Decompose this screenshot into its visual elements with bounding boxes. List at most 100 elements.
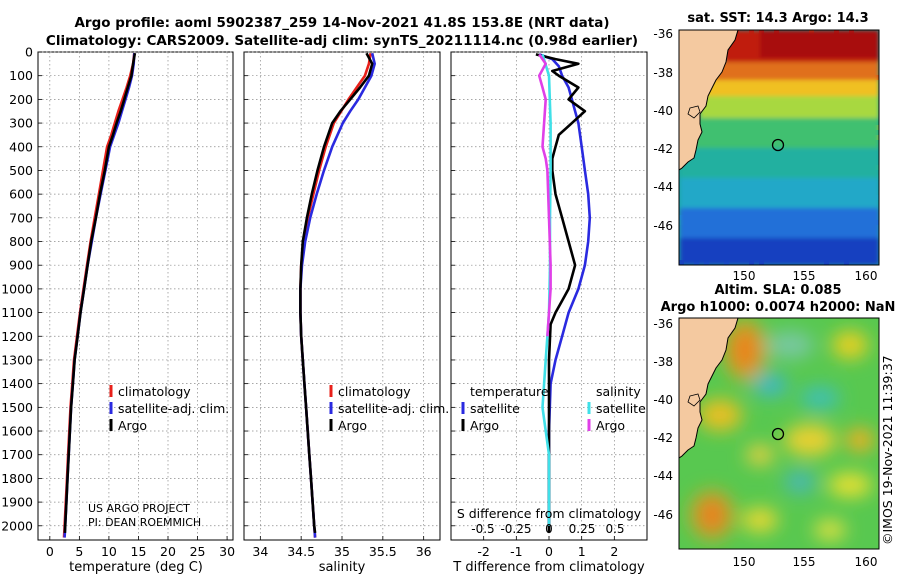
series-line-argo (63, 52, 137, 533)
depth-tick-label: 1200 (1, 329, 33, 344)
x-tick-label: 34 (252, 544, 268, 559)
temperature-legend: climatology satellite-adj. clim. Argo (109, 384, 229, 433)
sst-land-island (687, 105, 701, 119)
x-tick-label: 10 (101, 544, 117, 559)
x-tick-label: 2 (610, 544, 618, 559)
x-tick-label: 30 (219, 544, 235, 559)
legend-label-sat-temp: satellite (470, 401, 520, 416)
depth-tick-label: 200 (9, 92, 33, 107)
lat-tick: -38 (653, 355, 673, 369)
difference-series (535, 53, 592, 533)
depth-tick-label: 500 (9, 163, 33, 178)
temperature-panel (37, 51, 234, 541)
legend-label-sat-sal: satellite (596, 401, 646, 416)
pi-credit: PI: DEAN ROEMMICH (88, 516, 201, 529)
x-tick-label: 15 (131, 544, 147, 559)
sla-color-field (688, 318, 874, 541)
legend-label-argo-temp: Argo (470, 418, 499, 433)
depth-tick-label: 0 (25, 45, 33, 60)
lat-tick: -40 (653, 393, 673, 407)
x-tick-label: 20 (160, 544, 176, 559)
lat-tick: -44 (653, 469, 673, 483)
legend-label-climatology: climatology (118, 384, 191, 399)
depth-tick-label: 900 (9, 258, 33, 273)
x-tick-label: 5 (75, 544, 83, 559)
sst-map-title: sat. SST: 14.3 Argo: 14.3 (687, 11, 868, 26)
s-difference-ticks: -0.5 -0.25 0 0.25 0.5 (471, 522, 624, 536)
s-tick-label: 0.5 (605, 522, 624, 536)
depth-tick-label: 1300 (1, 352, 33, 367)
depth-tick-label: 1600 (1, 424, 33, 439)
sst-lon-ticks: 150 155 160 (733, 269, 878, 283)
difference-legend: temperature salinity satellite Argo sate… (461, 384, 646, 433)
salinity-legend: climatology satellite-adj. clim. Argo (329, 384, 449, 433)
temperature-grid (38, 51, 233, 540)
lat-tick: -36 (653, 27, 673, 41)
figure-title-line1: Argo profile: aoml 5902387_259 14-Nov-20… (74, 15, 609, 31)
legend-label-climatology: climatology (338, 384, 411, 399)
sst-map: -36 -38 -40 -42 -44 -46 150 155 160 (653, 27, 880, 283)
temperature-axis-label: temperature (deg C) (69, 560, 203, 575)
lat-tick: -46 (653, 219, 673, 233)
sla-argo-location (771, 427, 785, 441)
depth-tick-label: 1400 (1, 376, 33, 391)
salinity-axis-label: salinity (319, 560, 366, 575)
sla-map: -36 -38 -40 -42 -44 -46 150 155 160 (653, 317, 880, 569)
sla-map-title-line1: Altim. SLA: 0.085 (715, 283, 842, 298)
depth-tick-label: 300 (9, 116, 33, 131)
x-tick-label: 34.5 (287, 544, 315, 559)
legend-title-temperature: temperature (470, 384, 549, 399)
lat-tick: -40 (653, 104, 673, 118)
depth-tick-label: 1500 (1, 400, 33, 415)
depth-tick-label: 700 (9, 210, 33, 225)
salinity-series (299, 52, 377, 538)
series-line-argo (299, 52, 374, 534)
s-tick-label: -0.5 (471, 522, 494, 536)
legend-title-salinity: salinity (596, 384, 641, 399)
x-tick-labels: 0 5 10 15 20 25 30 34 34.5 35 35.5 36 -2 -1 0 1 2 (46, 544, 618, 559)
sla-land-island (687, 393, 701, 407)
depth-tick-label: 1700 (1, 447, 33, 462)
lon-tick: 150 (733, 555, 756, 569)
s-tick-label: 0 (545, 522, 553, 536)
sst-smoothing-layer (680, 30, 879, 265)
depth-tick-label: 2000 (1, 518, 33, 533)
depth-tick-label: 800 (9, 234, 33, 249)
lon-tick: 150 (733, 269, 756, 283)
x-tick-label: 0 (545, 544, 553, 559)
lon-tick: 155 (793, 269, 816, 283)
depth-tick-labels: 0 100 200 300 400 500 600 700 800 900 1000 1100 1200… (1, 45, 33, 534)
lon-tick: 160 (855, 555, 878, 569)
x-tick-label: 0 (46, 544, 54, 559)
figure-title-line2: Climatology: CARS2009. Satellite-adj cli… (46, 33, 638, 49)
sla-lon-ticks: 150 155 160 (733, 555, 878, 569)
sst-lat-ticks: -36 -38 -40 -42 -44 -46 (653, 27, 673, 233)
project-credit: US ARGO PROJECT (88, 502, 190, 515)
sst-argo-location (771, 138, 785, 152)
legend-label-satellite: satellite-adj. clim. (118, 401, 229, 416)
t-difference-axis-label: T difference from climatology (452, 560, 645, 575)
sst-land-mainland (679, 30, 739, 171)
depth-tick-label: 100 (9, 68, 33, 83)
lat-tick: -44 (653, 180, 673, 194)
legend-label-argo: Argo (338, 418, 367, 433)
series-line-argo-temperature (535, 53, 587, 533)
series-line-argo-salinity (537, 53, 552, 337)
temperature-series (62, 52, 137, 538)
lat-tick: -46 (653, 508, 673, 522)
lat-tick: -42 (653, 142, 673, 156)
lat-tick: -38 (653, 66, 673, 80)
depth-tick-label: 1100 (1, 305, 33, 320)
x-tick-label: 25 (190, 544, 206, 559)
difference-grid (451, 51, 647, 540)
lon-tick: 155 (793, 555, 816, 569)
sla-land-mainland (679, 318, 739, 459)
lat-tick: -36 (653, 317, 673, 331)
legend-label-satellite: satellite-adj. clim. (338, 401, 449, 416)
x-tick-label: -2 (477, 544, 489, 559)
lat-tick: -42 (653, 431, 673, 445)
s-difference-axis-label: S difference from climatology (457, 506, 642, 521)
depth-tick-label: 1800 (1, 471, 33, 486)
imos-credit: ©IMOS 19-Nov-2021 11:39:37 (880, 355, 895, 545)
legend-label-argo: Argo (118, 418, 147, 433)
